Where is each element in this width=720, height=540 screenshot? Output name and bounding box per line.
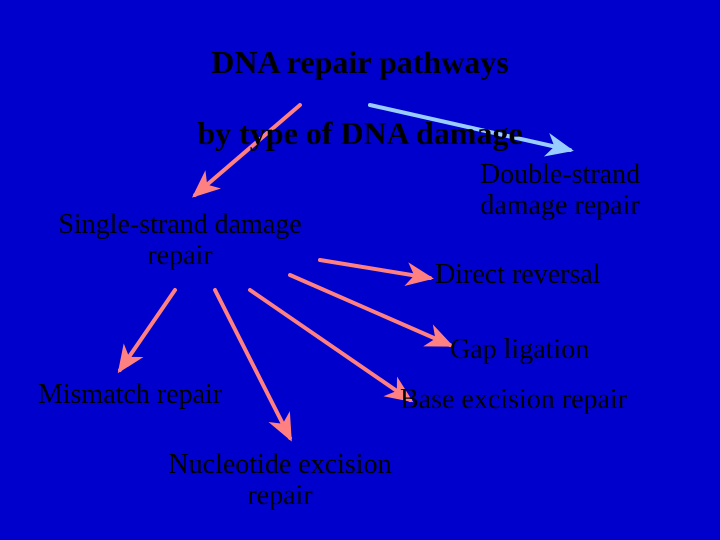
node-nucleotide-excision: Nucleotide excision repair <box>120 450 440 512</box>
title-line1: DNA repair pathways <box>211 44 509 80</box>
diagram-stage: DNA repair pathways by type of DNA damag… <box>0 0 720 540</box>
node-mismatch: Mismatch repair <box>0 380 260 411</box>
node-base-excision: Base excision repair <box>400 385 720 416</box>
node-gap-ligation: Gap ligation <box>450 335 710 366</box>
node-single-strand: Single-strand damage repair <box>10 210 350 272</box>
title-line2: by type of DNA damage <box>197 115 522 151</box>
node-double-strand: Double-strand damage repair <box>430 160 690 222</box>
diagram-title: DNA repair pathways by type of DNA damag… <box>130 10 590 151</box>
node-direct-reversal: Direct reversal <box>435 260 695 291</box>
